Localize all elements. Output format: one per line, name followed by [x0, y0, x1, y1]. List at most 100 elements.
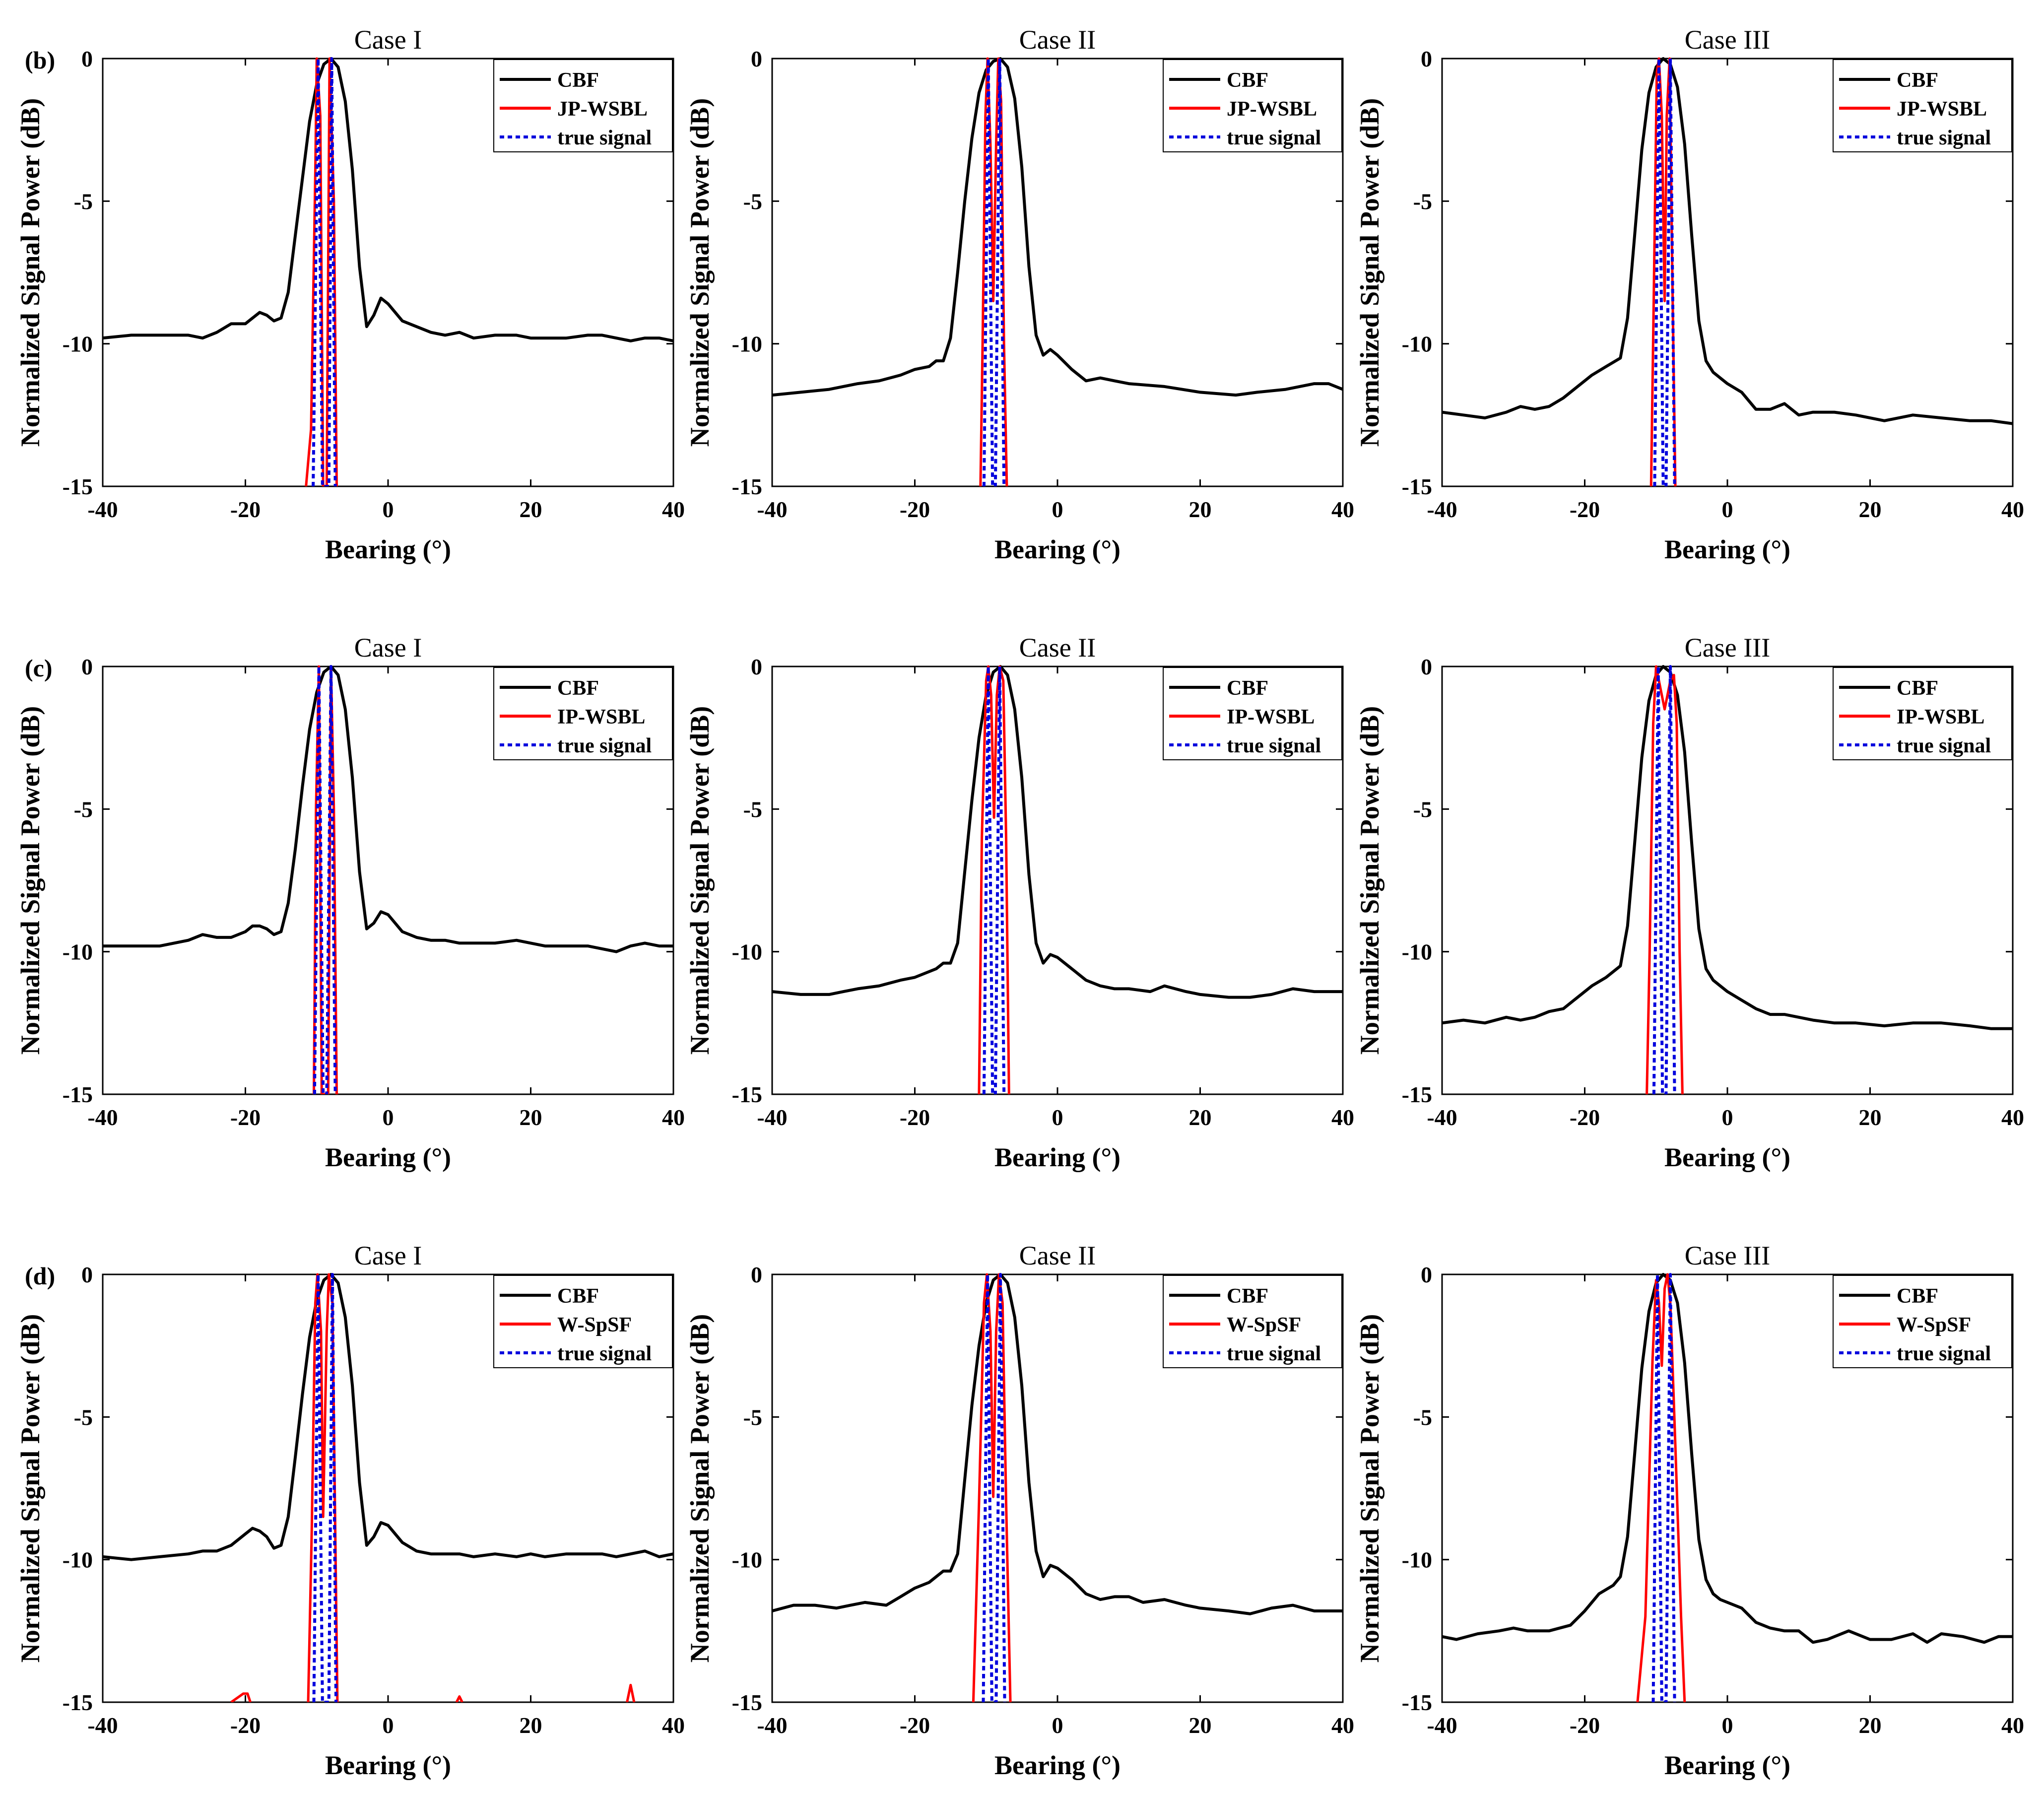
series-line-w-spsf — [972, 1273, 1012, 1702]
legend-entry: JP-WSBL — [1227, 98, 1317, 121]
x-tick-label: 20 — [1189, 497, 1212, 522]
series-line-cbf — [103, 1273, 673, 1561]
x-tick-label: 40 — [2001, 1713, 2024, 1738]
series-line-true-signal — [312, 1273, 338, 1702]
y-tick-label: 0 — [1421, 1262, 1432, 1287]
series-line-w-spsf — [307, 1273, 339, 1702]
x-tick-label: 0 — [1052, 497, 1063, 522]
x-tick-label: 20 — [1859, 1713, 1882, 1738]
x-axis-label: Bearing (°) — [994, 534, 1121, 564]
panel-d-case-2: -40 -20 0 20 40 0 -5 -10 -15 Case II Bearing (°) No… — [685, 1241, 1354, 1780]
x-tick-label: -20 — [230, 497, 261, 522]
legend-entry: CBF — [1227, 677, 1268, 700]
panel-b-case-2: -40 -20 0 20 40 0 -5 -10 -15 Case II Bearing (°) No… — [685, 25, 1354, 564]
legend-entry: IP-WSBL — [1227, 706, 1315, 729]
series-line-cbf — [772, 1273, 1343, 1615]
x-tick-label: 20 — [1859, 497, 1882, 522]
x-tick-label: -40 — [87, 497, 118, 522]
x-axis-label: Bearing (°) — [325, 534, 451, 564]
x-tick-label: 20 — [1859, 1105, 1882, 1130]
series-group — [103, 1273, 673, 1702]
x-tick-label: -40 — [1427, 1105, 1457, 1130]
x-tick-label: -40 — [757, 497, 787, 522]
y-tick-label: 0 — [751, 46, 762, 71]
y-axis-label: Normalized Signal Power (dB) — [1355, 98, 1385, 447]
y-tick-label: -10 — [63, 1547, 93, 1573]
series-group — [103, 665, 673, 1094]
panel-title: Case III — [1685, 25, 1770, 55]
y-tick-label: -10 — [63, 332, 93, 357]
y-axis-label: Normalized Signal Power (dB) — [15, 706, 45, 1055]
legend: CBF IP-WSBL true signal — [1163, 667, 1342, 760]
row-label: (b) — [25, 46, 55, 74]
x-tick-label: 0 — [1722, 497, 1733, 522]
legend-entry: CBF — [1227, 1285, 1268, 1308]
x-tick-label: -20 — [1570, 1105, 1600, 1130]
legend-entry: JP-WSBL — [557, 98, 648, 121]
x-tick-label: 0 — [383, 1713, 394, 1738]
x-tick-label: 20 — [520, 1713, 542, 1738]
panel-c-case-3: -40 -20 0 20 40 0 -5 -10 -15 Case III Bearing (°) N… — [1355, 633, 2024, 1172]
series-line-w-spsf-spur-34 — [626, 1684, 636, 1702]
legend-entry: true signal — [557, 1342, 652, 1365]
legend-entry: IP-WSBL — [1897, 706, 1984, 729]
series-group — [103, 57, 673, 486]
series-line-cbf — [103, 57, 673, 342]
y-tick-label: -10 — [63, 939, 93, 965]
y-tick-label: -10 — [1402, 332, 1432, 357]
legend-entry: CBF — [557, 69, 599, 92]
x-tick-label: 40 — [662, 497, 685, 522]
x-tick-label: 40 — [2001, 1105, 2024, 1130]
x-tick-label: 0 — [1052, 1713, 1063, 1738]
panel-c-case-2: -40 -20 0 20 40 0 -5 -10 -15 Case II Bearing (°) No… — [685, 633, 1354, 1172]
x-tick-label: -40 — [1427, 1713, 1457, 1738]
x-tick-label: 40 — [1331, 1713, 1354, 1738]
series-line-w-spsf-spur-10 — [455, 1695, 463, 1702]
legend-entry: true signal — [557, 734, 652, 757]
y-tick-label: -5 — [743, 1404, 762, 1430]
y-tick-label: -15 — [63, 1082, 93, 1107]
x-axis-label: Bearing (°) — [1664, 1142, 1790, 1172]
legend-entry: true signal — [557, 127, 652, 149]
panel-b-case-3: -40 -20 0 20 40 0 -5 -10 -15 Case III Bearing (°) N… — [1355, 25, 2024, 564]
y-tick-label: -5 — [1413, 797, 1432, 822]
y-tick-label: 0 — [1421, 46, 1432, 71]
x-tick-label: -40 — [757, 1713, 787, 1738]
x-tick-label: 20 — [1189, 1713, 1212, 1738]
x-tick-label: 20 — [520, 497, 542, 522]
x-axis-label: Bearing (°) — [994, 1142, 1121, 1172]
y-tick-label: -15 — [732, 1690, 762, 1715]
x-tick-label: -20 — [230, 1713, 261, 1738]
x-tick-label: 0 — [1722, 1713, 1733, 1738]
x-tick-label: -20 — [900, 1713, 930, 1738]
y-tick-label: -5 — [74, 189, 93, 214]
y-tick-label: -5 — [1413, 1404, 1432, 1430]
y-tick-label: -5 — [743, 797, 762, 822]
x-tick-label: -40 — [757, 1105, 787, 1130]
y-tick-label: -10 — [732, 332, 762, 357]
y-tick-label: -5 — [74, 1404, 93, 1430]
x-tick-label: 40 — [1331, 1105, 1354, 1130]
legend-entry: W-SpSF — [557, 1314, 632, 1336]
series-line-ip-wsbl — [978, 665, 1010, 1094]
legend-entry: CBF — [557, 677, 599, 700]
legend-entry: true signal — [1227, 1342, 1321, 1365]
panel-title: Case II — [1019, 1241, 1096, 1270]
y-tick-label: -15 — [1402, 1690, 1432, 1715]
legend-entry: true signal — [1897, 1342, 1991, 1365]
legend: CBF JP-WSBL true signal — [493, 59, 673, 152]
x-tick-label: -40 — [87, 1105, 118, 1130]
series-line-cbf — [772, 57, 1343, 397]
legend-entry: CBF — [1227, 69, 1268, 92]
series-line-true-signal — [1653, 57, 1676, 486]
x-tick-label: -20 — [1570, 497, 1600, 522]
y-axis-label: Normalized Signal Power (dB) — [685, 98, 715, 447]
legend-entry: true signal — [1227, 127, 1321, 149]
x-axis-label: Bearing (°) — [994, 1750, 1121, 1780]
y-axis-label: Normalized Signal Power (dB) — [15, 1314, 45, 1662]
y-tick-label: 0 — [81, 46, 93, 71]
y-tick-label: 0 — [81, 654, 93, 679]
y-tick-label: 0 — [81, 1262, 93, 1287]
panel-title: Case II — [1019, 25, 1096, 55]
legend-entry: CBF — [1897, 677, 1938, 700]
